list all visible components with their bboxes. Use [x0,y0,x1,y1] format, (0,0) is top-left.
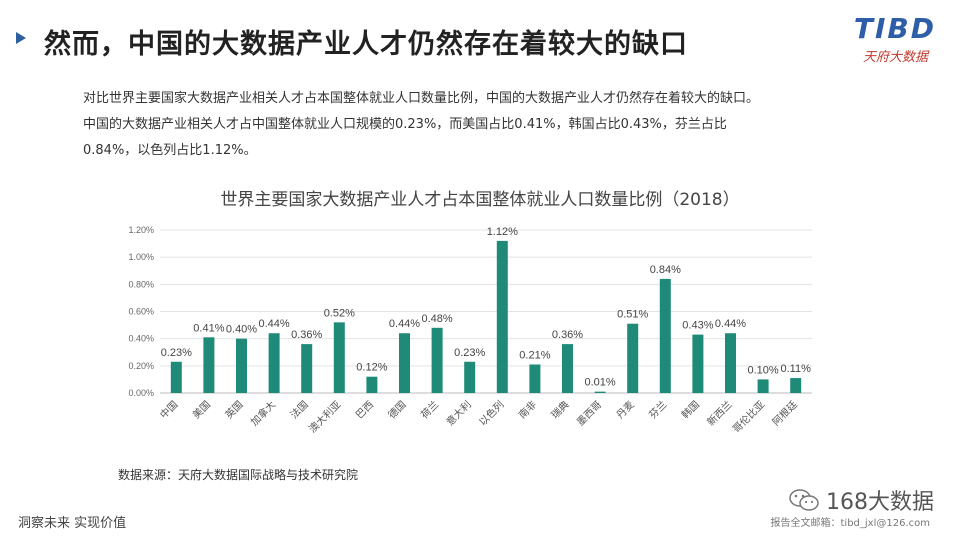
data-label: 0.12% [356,362,387,374]
bar [301,344,313,393]
x-tick-label: 芬兰 [646,398,669,421]
data-label: 0.36% [552,329,583,341]
email-note: 报告全文邮箱：tibd_jxl@126.com [770,518,931,529]
tibd-logo: TIBD 天府大数据 [816,12,936,65]
x-tick-label: 哥伦比亚 [730,398,767,435]
data-label: 0.51% [617,309,648,321]
data-label: 0.43% [682,320,713,332]
x-tick-label: 加拿大 [248,398,278,428]
data-label: 0.23% [161,347,192,359]
x-tick-label: 德国 [385,398,408,421]
y-tick-label: 1.20% [128,225,154,235]
bar [366,376,378,393]
bar [627,323,639,393]
x-tick-label: 美国 [190,398,213,421]
bar [757,379,769,393]
bar [529,364,541,393]
data-label: 0.11% [781,363,812,375]
bar [692,334,704,393]
data-label: 1.12% [487,226,518,238]
bar [659,278,671,393]
wechat-icon [789,489,819,511]
title-arrow-icon [16,32,26,44]
bar [496,240,508,393]
intro-line-2: 中国的大数据产业相关人才占中国整体就业人口规模的0.23%，而美国占比0.41%… [83,117,727,132]
data-label: 0.10% [747,364,778,376]
data-label: 0.41% [193,322,224,334]
bar [464,361,476,393]
x-tick-label: 新西兰 [704,398,734,428]
data-label: 0.52% [324,307,355,319]
y-tick-label: 0.00% [128,388,154,398]
bar [333,322,345,393]
slogan: 洞察未来 实现价值 [18,516,127,531]
logo-subtext: 天府大数据 [862,50,928,65]
x-tick-label: 瑞典 [548,398,571,421]
bar [399,333,410,393]
bar [170,361,182,393]
x-tick-label: 墨西哥 [575,399,605,429]
x-tick-label: 英国 [222,398,245,421]
data-label: 0.44% [389,318,420,330]
data-label: 0.44% [715,318,746,330]
data-label: 0.23% [454,347,485,359]
x-tick-label: 丹麦 [614,399,637,422]
bar [203,337,215,393]
data-label: 0.40% [226,324,257,336]
bar [790,378,802,393]
data-label: 0.48% [421,313,452,325]
logo-text: TIBD [853,12,936,45]
wechat-name: 168大数据 [826,490,934,515]
title-bar: 然而，中国的大数据产业人才仍然存在着较大的缺口 TIBD 天府大数据 [0,0,960,65]
x-tick-label: 荷兰 [418,398,441,421]
y-tick-label: 0.40% [128,334,154,344]
bar [594,391,606,393]
data-label: 0.84% [650,264,681,276]
data-label: 0.36% [291,329,322,341]
data-source: 数据来源：天府大数据国际战略与技术研究院 [118,468,359,482]
y-tick-label: 0.80% [128,279,154,289]
intro-line-3: 0.84%，以色列占比1.12%。 [83,143,257,158]
data-label: 0.01% [584,377,615,389]
x-tick-label: 意大利 [443,398,473,428]
bar [562,344,573,393]
x-tick-label: 以色列 [476,398,506,428]
x-tick-label: 巴西 [353,399,376,422]
x-tick-label: 法国 [287,398,310,421]
intro-line-1: 对比世界主要国家大数据产业相关人才占本国整体就业人口数量比例，中国的大数据产业人… [83,91,760,106]
bar [236,338,247,393]
page-title: 然而，中国的大数据产业人才仍然存在着较大的缺口 [44,29,688,60]
x-tick-label: 澳大利亚 [306,398,343,435]
x-tick-label: 南非 [516,398,539,421]
y-tick-label: 0.60% [128,307,154,317]
intro-text: 对比世界主要国家大数据产业相关人才占本国整体就业人口数量比例，中国的大数据产业人… [83,86,863,164]
wechat-account: 168大数据 [788,484,934,516]
bar [431,327,443,393]
bar [725,333,736,393]
bar [268,333,280,393]
data-label: 0.21% [519,349,550,361]
x-tick-label: 中国 [157,398,180,421]
y-tick-label: 1.00% [128,252,154,262]
x-tick-label: 阿根廷 [769,398,799,428]
chart-title: 世界主要国家大数据产业人才占本国整体就业人口数量比例（2018） [220,190,740,210]
y-tick-label: 0.20% [128,361,154,371]
x-tick-label: 韩国 [679,398,702,421]
data-label: 0.44% [258,318,289,330]
